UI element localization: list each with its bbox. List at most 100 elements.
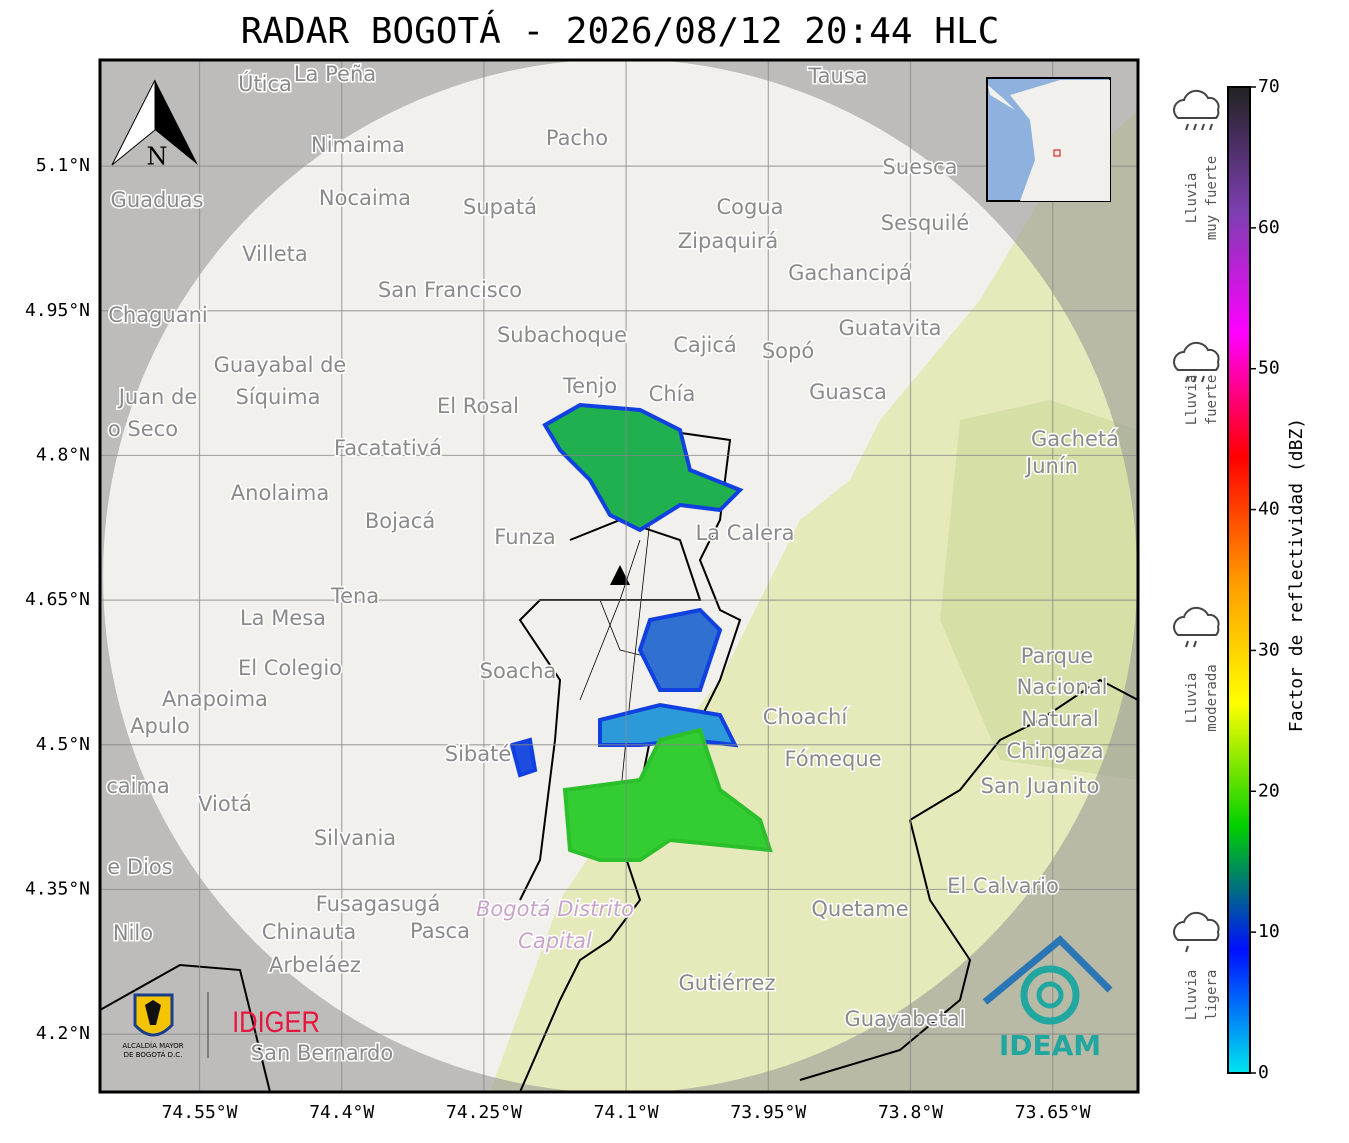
place-label: Pacho [546, 126, 608, 150]
colorbar-tick-label: 20 [1258, 780, 1280, 801]
lat-tick-label: 4.8°N [36, 444, 90, 465]
place-label: Nilo [113, 921, 153, 945]
place-label: Suesca [883, 155, 958, 179]
alcaldia-text: DE BOGOTÁ D.C. [124, 1050, 183, 1059]
drop [1201, 375, 1205, 383]
ideam-text: IDEAM [999, 1029, 1101, 1062]
place-label: Guayabal de [214, 353, 347, 377]
place-label: Tenjo [562, 374, 617, 398]
map [100, 60, 1138, 1092]
lat-tick-label: 4.95°N [25, 300, 90, 321]
rain-legend-label: Lluvia [1184, 375, 1200, 426]
lon-tick-label: 74.4°W [309, 1102, 374, 1123]
place-label: Villeta [242, 242, 307, 266]
place-label: Bogotá Distrito [476, 897, 634, 921]
place-label: El Colegio [238, 656, 342, 680]
lat-tick-label: 4.35°N [25, 878, 90, 899]
place-label: Soacha [480, 659, 557, 683]
drop [1201, 123, 1205, 131]
place-label: Apulo [130, 714, 190, 738]
place-label: Arbeláez [269, 953, 361, 977]
colorbar-tick-label: 30 [1258, 639, 1280, 660]
drop [1193, 123, 1197, 131]
drop [1185, 123, 1189, 131]
north-label: N [147, 143, 168, 171]
drop [1185, 375, 1189, 383]
lon-tick-label: 74.1°W [594, 1102, 659, 1123]
place-label: Nocaima [319, 186, 411, 210]
place-label: Facatativá [334, 436, 442, 460]
rain-legend-label: Lluvia [1184, 673, 1200, 724]
colorbar-label: Factor de reflectividad (dBZ) [1286, 418, 1307, 732]
place-label: Choachí [763, 705, 849, 729]
ideam-logo: IDEAM [982, 935, 1113, 1062]
colorbar-tick-label: 70 [1258, 76, 1280, 97]
place-label: Junín [1024, 454, 1078, 478]
cloud [1173, 911, 1220, 941]
place-label: Guatavita [839, 316, 942, 340]
place-label: Chía [649, 382, 696, 406]
place-label: Bojacá [365, 509, 435, 533]
map-frame [98, 58, 1140, 1094]
alcaldia-text: ALCALDÍA MAYOR [122, 1041, 183, 1050]
cloud [1173, 341, 1220, 371]
place-label: Sibaté [445, 742, 512, 766]
place-label: Quetame [811, 897, 908, 921]
title: RADAR BOGOTÁ - 2026/08/12 20:44 HLC [241, 10, 1000, 52]
place-label: Guasca [809, 380, 887, 404]
rain-icon [1173, 911, 1220, 953]
cloud [1173, 89, 1220, 119]
rain-legend-label: fuerte [1204, 375, 1220, 426]
colorbar-tick-label: 0 [1258, 1062, 1269, 1083]
place-label: Fusagasugá [316, 892, 441, 916]
cloud [1173, 606, 1220, 636]
lat-tick-label: 4.2°N [36, 1023, 90, 1044]
rain-legend-label: Lluvia [1184, 970, 1200, 1021]
place-label: Tausa [807, 64, 867, 88]
place-label: Pasca [410, 919, 470, 943]
colorbar-tick-label: 60 [1258, 217, 1280, 238]
drop [1193, 375, 1197, 383]
rain-icon [1173, 341, 1220, 383]
place-label: Anapoima [162, 687, 268, 711]
place-label: Guayabetal [845, 1007, 966, 1031]
lat-tick-label: 4.5°N [36, 734, 90, 755]
place-label: Nimaima [311, 133, 405, 157]
place-label: El Rosal [437, 394, 519, 418]
alcaldia-logo: ALCALDÍA MAYOR DE BOGOTÁ D.C. IDIGER [122, 992, 320, 1059]
place-label: San Bernardo [251, 1041, 393, 1065]
place-label: Sopó [762, 339, 814, 363]
rain-icon [1173, 89, 1220, 131]
place-label: Silvania [314, 826, 396, 850]
place-label: Útica [238, 71, 292, 96]
place-label: Cogua [716, 195, 783, 219]
place-label: La Calera [695, 521, 794, 545]
place-label: El Calvario [947, 874, 1059, 898]
colorbar-tick-label: 40 [1258, 499, 1280, 520]
place-label: Subachoque [497, 323, 627, 347]
place-label: Zipaquirá [678, 229, 778, 253]
place-label: Chinauta [262, 920, 356, 944]
place-label: Nacional [1017, 675, 1108, 699]
idiger-logo: IDIGER [232, 1005, 320, 1038]
place-label: o Seco [108, 417, 178, 441]
drop [1209, 123, 1213, 131]
place-label: Anolaima [231, 481, 329, 505]
rain-legend-label: moderada [1204, 664, 1220, 731]
rain-icon [1173, 606, 1220, 648]
place-label: La Peña [294, 62, 376, 86]
place-label: Síquima [236, 385, 321, 409]
place-label: Funza [494, 525, 555, 549]
north-arrow: N [111, 79, 198, 171]
place-label: e Dios [107, 855, 172, 879]
place-label: Chingaza [1006, 739, 1103, 763]
rain-legend-label: ligera [1204, 970, 1220, 1021]
lon-tick-label: 73.95°W [730, 1102, 806, 1123]
lon-tick-label: 73.65°W [1015, 1102, 1091, 1123]
lon-tick-label: 74.55°W [162, 1102, 238, 1123]
place-label: Guaduas [111, 188, 204, 212]
rain-legend-label: muy fuerte [1204, 156, 1220, 240]
lon-tick-label: 74.25°W [446, 1102, 522, 1123]
place-label: San Juanito [981, 774, 1100, 798]
